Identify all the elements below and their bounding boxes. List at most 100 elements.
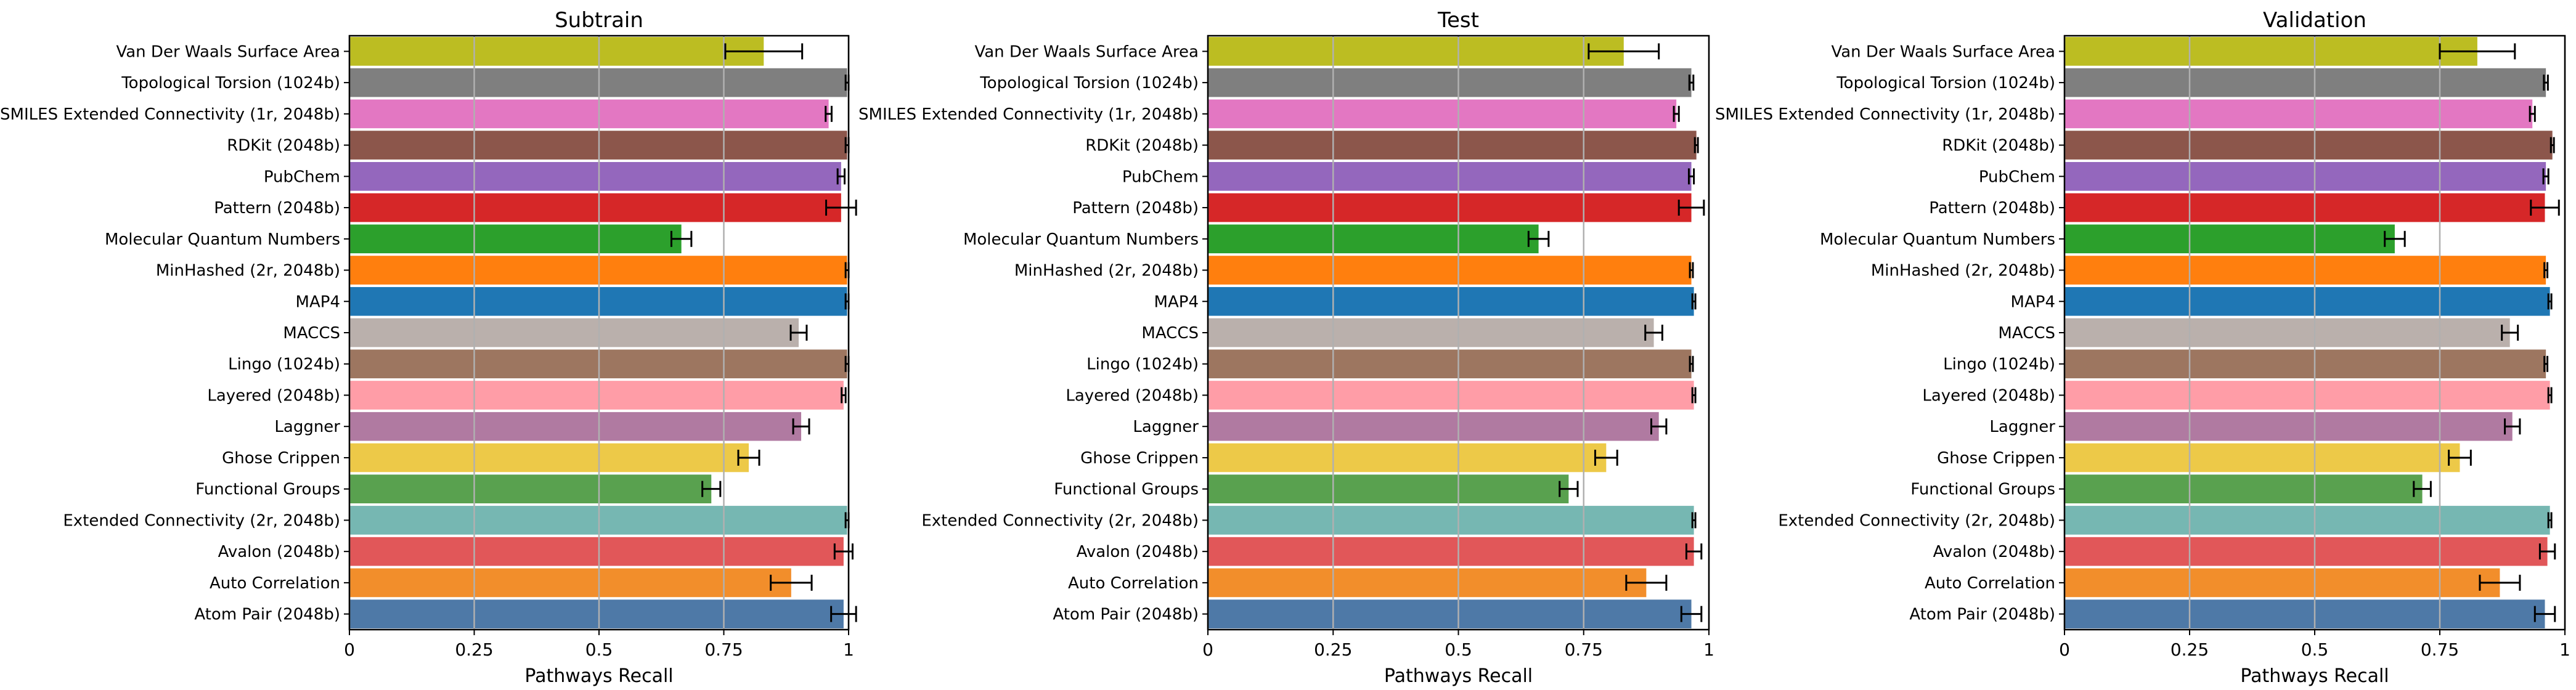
x-axis-label: Pathways Recall — [524, 665, 673, 687]
x-tick-label: 1 — [2559, 639, 2570, 660]
bar — [1208, 599, 1692, 628]
y-tick-label: SMILES Extended Connectivity (1r, 2048b) — [858, 105, 1199, 124]
y-tick-label: MAP4 — [1154, 293, 1199, 311]
bar — [349, 599, 844, 628]
y-tick-label: Ghose Crippen — [1937, 449, 2055, 468]
y-tick-label: Topological Torsion (1024b) — [121, 74, 340, 92]
y-tick-label: Laggner — [1989, 418, 2055, 436]
y-tick-label: MinHashed (2r, 2048b) — [156, 262, 340, 280]
y-tick-label: MACCS — [1141, 324, 1199, 343]
x-tick-label: 0.25 — [1314, 639, 1352, 660]
x-tick-label: 0.5 — [1445, 639, 1472, 660]
y-tick-label: Pattern (2048b) — [214, 199, 340, 217]
chart-title: Test — [1437, 8, 1479, 33]
bar — [1208, 68, 1692, 97]
bar — [2064, 37, 2477, 66]
bar — [349, 161, 841, 191]
y-tick-label: Auto Correlation — [1925, 574, 2055, 593]
y-tick-label: Functional Groups — [195, 481, 340, 499]
bar — [349, 568, 791, 598]
y-tick-label: Lingo (1024b) — [228, 355, 340, 374]
y-tick-label: RDKit (2048b) — [1942, 137, 2055, 155]
y-tick-label: MAP4 — [296, 293, 340, 311]
y-tick-label: Functional Groups — [1054, 481, 1199, 499]
bar — [349, 443, 749, 473]
bar — [2064, 443, 2460, 473]
bar — [1208, 161, 1692, 191]
bar — [2064, 286, 2550, 316]
bar — [1208, 443, 1607, 473]
x-tick-label: 0.5 — [585, 639, 613, 660]
y-tick-label: PubChem — [1979, 168, 2055, 186]
bar — [2064, 193, 2545, 222]
y-tick-label: MACCS — [283, 324, 340, 343]
y-tick-label: Laggner — [1133, 418, 1199, 436]
bar — [2064, 318, 2510, 347]
y-tick-label: Atom Pair (2048b) — [194, 606, 340, 624]
y-tick-label: Pattern (2048b) — [1929, 199, 2055, 217]
bar — [1208, 412, 1659, 441]
bar — [1208, 131, 1697, 160]
x-tick-label: 1 — [843, 639, 854, 660]
bar — [2064, 568, 2500, 598]
y-tick-label: Ghose Crippen — [222, 449, 340, 468]
y-tick-label: SMILES Extended Connectivity (1r, 2048b) — [0, 105, 340, 124]
x-tick-label: 0.75 — [1565, 639, 1603, 660]
y-tick-label: MACCS — [1998, 324, 2055, 343]
y-tick-label: PubChem — [1122, 168, 1199, 186]
bar — [1208, 37, 1624, 66]
bar — [349, 474, 712, 504]
y-tick-label: Layered (2048b) — [1066, 386, 1199, 405]
x-tick-label: 0 — [2059, 639, 2070, 660]
y-tick-label: Topological Torsion (1024b) — [979, 74, 1199, 92]
bar — [1208, 381, 1694, 410]
bar — [349, 99, 829, 129]
bar — [1208, 256, 1692, 285]
x-tick-label: 0.5 — [2301, 639, 2329, 660]
bar — [1208, 224, 1539, 254]
bar — [2064, 537, 2548, 566]
chart-title: Validation — [2263, 8, 2366, 33]
bar — [1208, 568, 1647, 598]
bar — [1208, 99, 1677, 129]
y-tick-label: Avalon (2048b) — [218, 543, 340, 561]
y-tick-label: Pattern (2048b) — [1072, 199, 1199, 217]
x-tick-label: 1 — [1703, 639, 1714, 660]
y-tick-label: Auto Correlation — [210, 574, 340, 593]
x-tick-label: 0.25 — [455, 639, 493, 660]
y-tick-label: MinHashed (2r, 2048b) — [1014, 262, 1199, 280]
x-tick-label: 0.75 — [2421, 639, 2459, 660]
bar — [349, 224, 682, 254]
bar — [2064, 68, 2546, 97]
y-tick-label: Atom Pair (2048b) — [1053, 606, 1199, 624]
bar — [1208, 318, 1654, 347]
y-tick-label: Molecular Quantum Numbers — [1820, 230, 2055, 249]
y-tick-label: Lingo (1024b) — [1943, 355, 2055, 374]
y-tick-label: Van Der Waals Surface Area — [974, 43, 1199, 61]
y-tick-label: RDKit (2048b) — [1085, 137, 1199, 155]
y-tick-label: Avalon (2048b) — [1077, 543, 1199, 561]
bar — [2064, 256, 2546, 285]
bar — [349, 381, 844, 410]
y-tick-label: Lingo (1024b) — [1086, 355, 1199, 374]
y-tick-label: Topological Torsion (1024b) — [1836, 74, 2055, 92]
y-tick-label: Atom Pair (2048b) — [1909, 606, 2055, 624]
y-tick-label: Molecular Quantum Numbers — [963, 230, 1199, 249]
bar — [349, 37, 764, 66]
bar — [349, 193, 841, 222]
y-tick-label: Functional Groups — [1910, 481, 2055, 499]
y-tick-label: Auto Correlation — [1068, 574, 1199, 593]
y-tick-label: Layered (2048b) — [1922, 386, 2055, 405]
bar — [1208, 506, 1694, 535]
x-tick-label: 0 — [344, 639, 355, 660]
x-axis-label: Pathways Recall — [2240, 665, 2389, 687]
bar — [1208, 193, 1692, 222]
y-tick-label: Laggner — [274, 418, 340, 436]
y-tick-label: Ghose Crippen — [1080, 449, 1199, 468]
bar — [2064, 412, 2513, 441]
y-tick-label: Extended Connectivity (2r, 2048b) — [63, 511, 340, 530]
chart-panel-subtrain: Subtrain Van Der Waals Surface Area Topolo… — [0, 8, 857, 687]
y-tick-label: SMILES Extended Connectivity (1r, 2048b) — [1715, 105, 2055, 124]
bar — [2064, 506, 2550, 535]
chart-panel-test: Test Van Der Waals Surface Area Topologica… — [858, 8, 1714, 687]
